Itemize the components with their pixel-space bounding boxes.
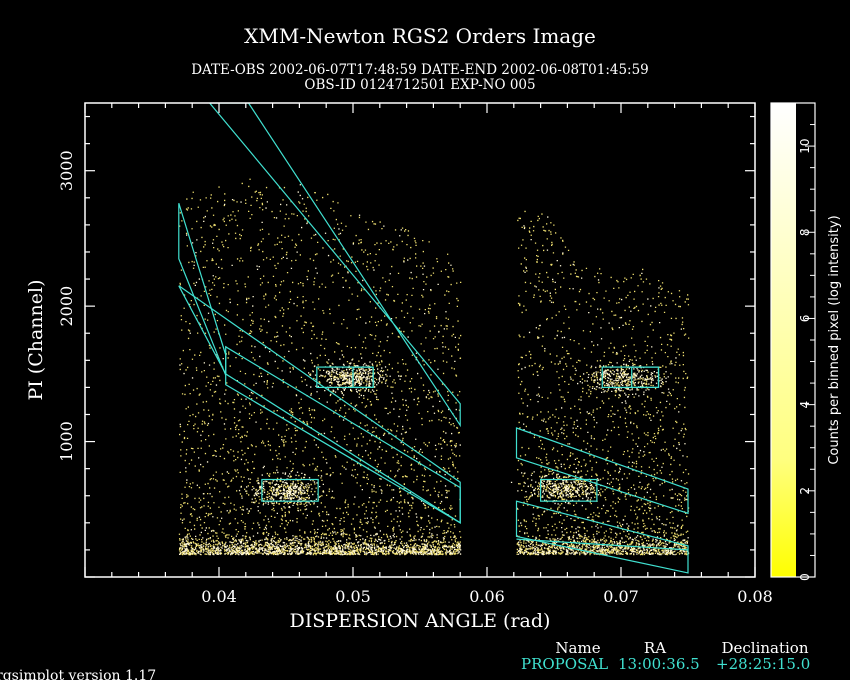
x-tick-label: 0.08 — [737, 587, 773, 606]
chart-title: XMM-Newton RGS2 Orders Image — [244, 24, 596, 48]
region-overlays — [178, 103, 689, 574]
y-tick-label: 3000 — [57, 150, 76, 191]
plot-area: 0.04 0.05 0.06 0.07 0.08 1000 2000 3000 — [57, 102, 773, 606]
x-tick-label: 0.05 — [335, 587, 371, 606]
x-tick-label: 0.04 — [201, 587, 237, 606]
region-order-1-right — [515, 500, 689, 574]
y-tick-label: 1000 — [57, 421, 76, 462]
source-box-1 — [352, 366, 374, 389]
region-order-1-right-b — [516, 538, 689, 551]
source-box-5 — [539, 478, 598, 502]
x-tick-label: 0.07 — [603, 587, 639, 606]
source-box-4 — [261, 478, 319, 502]
plot-frame — [84, 102, 756, 578]
y-tick-label: 2000 — [57, 286, 76, 327]
colorbar-tick-label: 10 — [798, 138, 812, 153]
event-scatter — [178, 178, 690, 556]
colorbar-tick-label: 0 — [798, 573, 812, 581]
colorbar-tick-label: 4 — [798, 401, 812, 409]
y-axis-ticks: 1000 2000 3000 — [57, 115, 755, 578]
x-tick-label: 0.06 — [469, 587, 505, 606]
footer-col-ra: RA — [644, 639, 666, 657]
version-text: rgsimplot version 1.17 — [0, 668, 156, 680]
x-axis-label: DISPERSION ANGLE (rad) — [290, 610, 551, 632]
colorbar-gradient — [771, 103, 796, 577]
source-box-3 — [631, 366, 660, 389]
chart-subtitle-dates: DATE-OBS 2002-06-07T17:48:59 DATE-END 20… — [191, 62, 649, 78]
plot-background — [85, 103, 755, 577]
footer-col-dec: Declination — [721, 639, 808, 657]
colorbar-label: Counts per binned pixel (log intensity) — [827, 215, 842, 464]
y-axis-label: PI (Channel) — [25, 279, 47, 400]
x-axis-ticks: 0.04 0.05 0.06 0.07 0.08 — [84, 103, 773, 606]
footer-target-ra: 13:00:36.5 — [618, 655, 700, 673]
event-points-low — [178, 178, 690, 556]
chart-subtitle-obsid: OBS-ID 0124712501 EXP-NO 005 — [304, 77, 535, 93]
colorbar-tick-label: 2 — [798, 487, 812, 495]
region-order-2-left — [208, 103, 461, 428]
region-order-1-main — [178, 285, 461, 524]
colorbar-tick-label: 8 — [798, 228, 812, 236]
colorbar: 0 2 4 6 8 10 Counts per binned pixel (log int… — [770, 102, 842, 581]
region-order-2-right — [515, 427, 689, 515]
footer-target-name: PROPOSAL — [521, 655, 608, 673]
colorbar-tick-label: 6 — [798, 315, 812, 323]
footer-target-dec: +28:25:15.0 — [716, 655, 810, 673]
colorbar-ticks: 0 2 4 6 8 10 — [798, 102, 815, 581]
footer-col-name: Name — [555, 639, 600, 657]
